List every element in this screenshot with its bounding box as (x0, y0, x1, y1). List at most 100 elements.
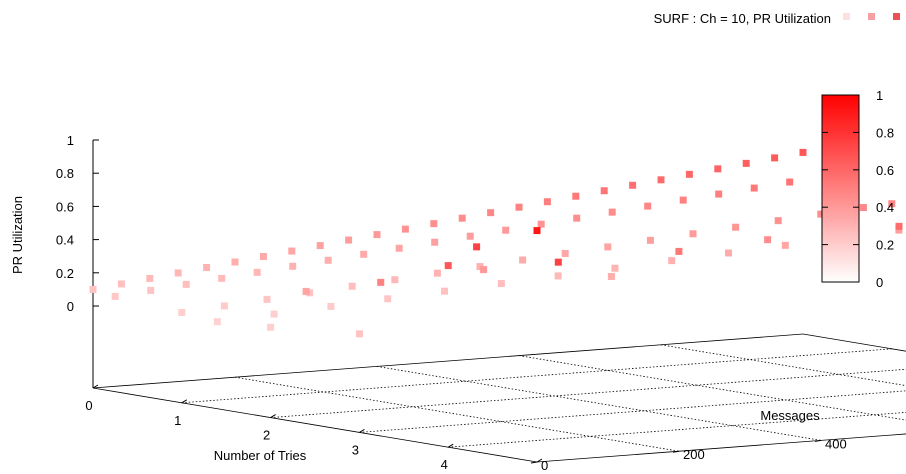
data-point (146, 275, 153, 282)
data-point (384, 295, 391, 302)
data-point (775, 217, 782, 224)
data-point (743, 160, 750, 167)
data-point (686, 171, 693, 178)
data-point (232, 259, 239, 266)
colorbar-tick-label: 0 (876, 275, 883, 290)
data-point (214, 318, 221, 325)
data-points (90, 149, 906, 337)
data-point (860, 204, 867, 211)
data-point (349, 283, 356, 290)
data-point (732, 224, 739, 231)
z-tick-label: 0 (67, 299, 74, 314)
z-axis: 00.20.40.60.81 PR Utilization (10, 133, 99, 388)
y-tick-mark (531, 462, 537, 463)
data-point (178, 309, 185, 316)
data-point (573, 215, 580, 222)
data-point (502, 227, 509, 234)
legend: SURF : Ch = 10, PR Utilization (654, 11, 900, 26)
data-point (658, 176, 665, 183)
data-point (519, 257, 526, 264)
data-point (221, 302, 228, 309)
data-point (267, 324, 274, 331)
data-point (555, 272, 562, 279)
data-point (289, 263, 296, 270)
data-point (445, 262, 452, 269)
data-point (473, 243, 480, 250)
z-tick-label: 0.4 (56, 233, 74, 248)
data-point (90, 286, 97, 293)
data-point (562, 250, 569, 257)
data-point (431, 239, 438, 246)
data-point (487, 209, 494, 216)
base-plane-grid (93, 334, 906, 462)
data-point (402, 226, 409, 233)
data-point (391, 276, 398, 283)
data-point (690, 230, 697, 237)
colorbar-tick-label: 0.2 (876, 238, 894, 253)
y-tick-label: 200 (683, 447, 705, 462)
x-tick-label: 0 (85, 398, 92, 413)
data-point (782, 242, 789, 249)
y-tick-label: 400 (825, 436, 847, 451)
data-point (327, 303, 334, 310)
x-tick-label: 4 (441, 457, 448, 472)
z-tick-label: 1 (67, 133, 74, 148)
data-point (516, 204, 523, 211)
data-point (377, 279, 384, 286)
grid-line-tries (93, 334, 803, 388)
data-point (601, 187, 608, 194)
grid-line-messages (803, 334, 906, 408)
data-point (288, 248, 295, 255)
grid-line-tries (537, 408, 906, 462)
z-tick-label: 0.6 (56, 199, 74, 214)
grid-line-tries (359, 378, 906, 432)
data-point (786, 179, 793, 186)
data-point (751, 185, 758, 192)
data-point (264, 296, 271, 303)
data-point (254, 269, 261, 276)
data-point (800, 149, 807, 156)
grid-line-tries (182, 349, 892, 403)
data-point (374, 231, 381, 238)
x-tick-label: 1 (174, 413, 181, 428)
colorbar-tick-label: 0.4 (876, 200, 894, 215)
data-point (644, 203, 651, 210)
data-point (271, 311, 278, 318)
z-axis-label: PR Utilization (10, 196, 25, 274)
data-point (608, 273, 615, 280)
data-point (725, 249, 732, 256)
data-point (218, 275, 225, 282)
grid-line-messages (377, 366, 821, 440)
data-point (303, 288, 310, 295)
z-tick-label: 0.8 (56, 166, 74, 181)
data-point (183, 281, 190, 288)
data-point (175, 269, 182, 276)
data-point (356, 330, 363, 337)
data-point (555, 259, 562, 266)
data-point (629, 182, 636, 189)
data-point (480, 266, 487, 273)
data-point (771, 154, 778, 161)
data-point (675, 248, 682, 255)
data-point (714, 165, 721, 172)
legend-swatch (843, 13, 850, 20)
legend-label: SURF : Ch = 10, PR Utilization (654, 11, 831, 26)
x-tick-label: 3 (352, 442, 359, 457)
data-point (647, 237, 654, 244)
data-point (147, 287, 154, 294)
grid-line-messages (519, 356, 906, 430)
data-point (611, 265, 618, 272)
data-point (534, 227, 541, 234)
colorbar: 0 0.2 0.4 0.6 0.8 1 (822, 88, 894, 290)
data-point (609, 209, 616, 216)
data-point (345, 237, 352, 244)
data-point (441, 288, 448, 295)
data-point (668, 257, 675, 264)
data-point (112, 293, 119, 300)
data-point (715, 191, 722, 198)
data-point (260, 253, 267, 260)
data-point (538, 221, 545, 228)
data-point (467, 233, 474, 240)
y-axis-label: Messages (760, 408, 820, 423)
